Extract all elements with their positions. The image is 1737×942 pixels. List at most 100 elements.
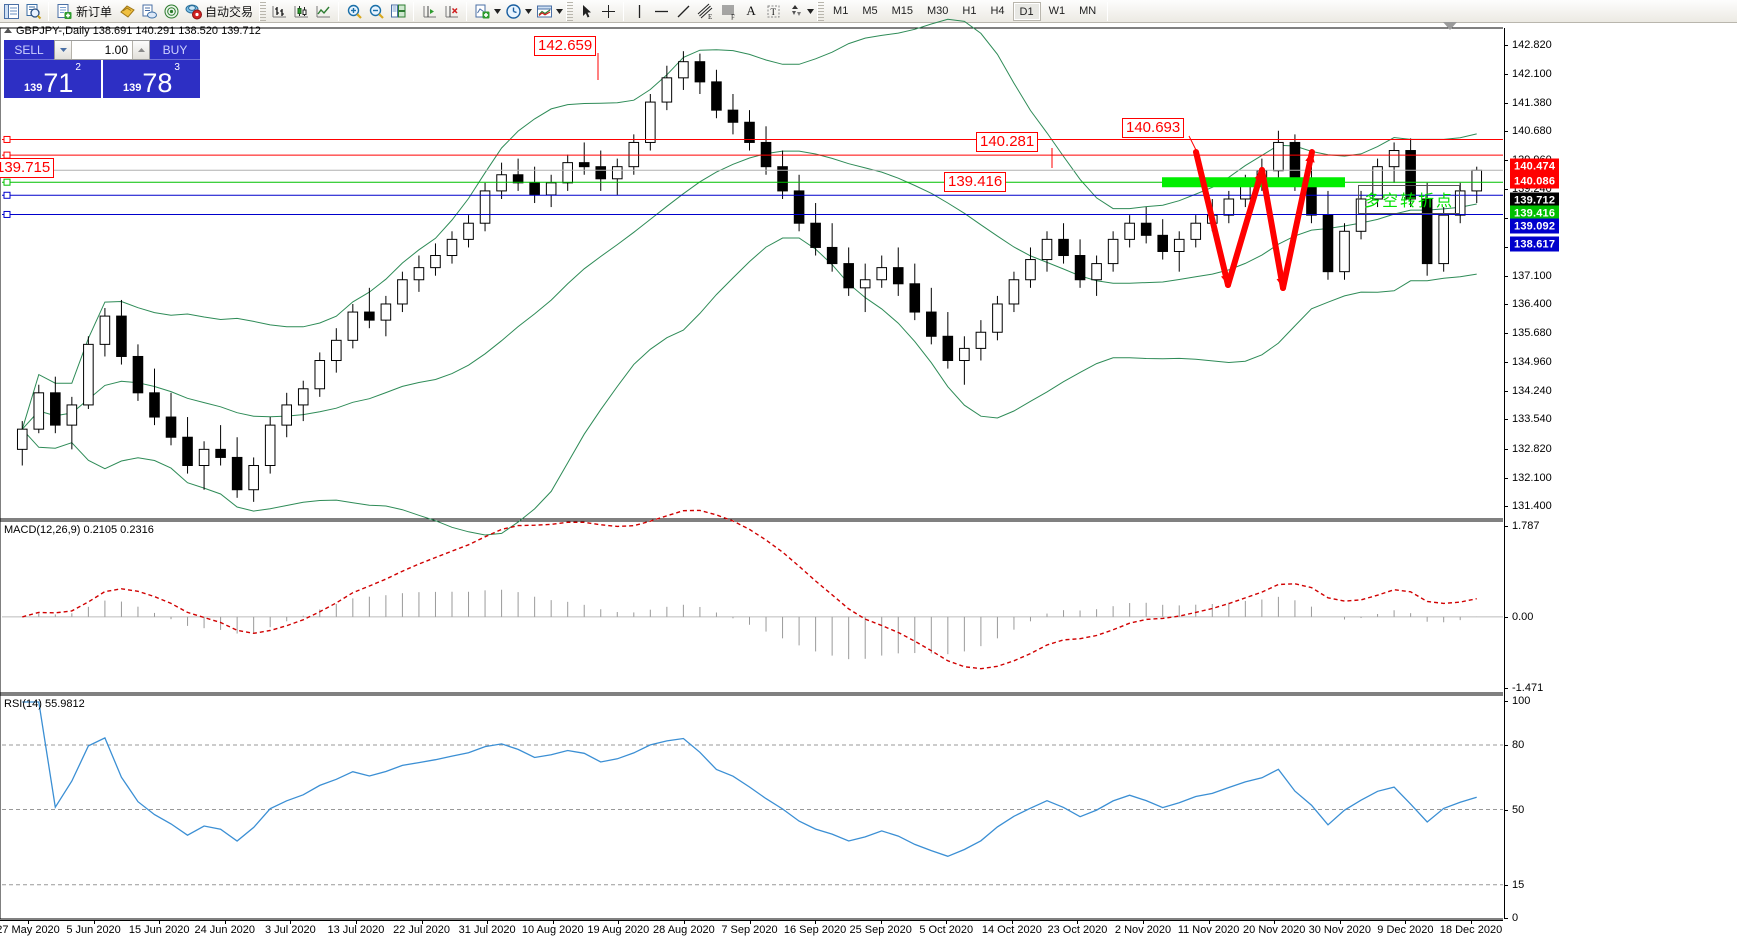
timeframe-h4[interactable]: H4 (990, 4, 1005, 17)
horizontal-line-icon[interactable] (650, 1, 672, 22)
new-order-icon[interactable] (53, 1, 75, 22)
chart-note-annotation[interactable]: 多空转折点 (1358, 185, 1461, 214)
time-scale-axis[interactable]: 27 May 2020 5 Jun 2020 15 Jun 2020 24 Jun 2… (0, 920, 1503, 942)
price-scale-axis[interactable]: 142.820142.100141.380140.680139.960139.2… (1504, 28, 1737, 924)
timeframe-mn[interactable]: MN (1079, 4, 1097, 17)
periodicity-icon[interactable] (502, 1, 524, 22)
market-watch-icon[interactable] (22, 1, 44, 22)
templates-icon[interactable] (533, 1, 555, 22)
zoom-in-icon[interactable] (343, 1, 365, 22)
date-axis-tick (421, 921, 423, 924)
sell-price-button[interactable]: 139 71 2 (4, 60, 101, 98)
timeframe-m1[interactable]: M1 (833, 4, 849, 17)
date-axis-tick (224, 921, 226, 924)
axis-tick-label: 132.100 (1512, 471, 1552, 484)
chart-shift-marker-icon[interactable] (1443, 22, 1457, 30)
annotation-right-label[interactable]: 140.693 (1122, 118, 1185, 138)
cursor-icon[interactable] (575, 1, 597, 22)
collapse-triangle-icon[interactable] (4, 28, 12, 33)
shapes-chevron-down-icon[interactable] (806, 1, 815, 22)
timeframe-m15[interactable]: M15 (891, 4, 913, 17)
sell-label[interactable]: SELL (4, 40, 54, 60)
axis-tick (1504, 160, 1508, 162)
shapes-icon[interactable] (784, 1, 806, 22)
date-axis-label: 28 Aug 2020 (653, 924, 715, 936)
price-tag[interactable]: 140.474 (1510, 158, 1560, 174)
sell-price-integer: 139 (24, 82, 43, 94)
bar-chart-icon[interactable] (268, 1, 290, 22)
toolbar-separator-5 (623, 1, 625, 21)
candlestick-chart-icon[interactable] (290, 1, 312, 22)
date-axis-tick (1405, 921, 1407, 924)
date-axis-tick (1208, 921, 1210, 924)
date-axis-tick (1471, 921, 1472, 924)
data-window-icon[interactable] (138, 1, 160, 22)
autotrading-icon[interactable] (182, 1, 204, 22)
periodicity-chevron-down-icon[interactable] (524, 1, 533, 22)
line-chart-icon[interactable] (312, 1, 334, 22)
indicators-chevron-down-icon[interactable] (493, 1, 502, 22)
date-axis-label: 5 Oct 2020 (919, 924, 974, 936)
expert-advisors-icon[interactable] (116, 1, 138, 22)
volume-decrease-button[interactable] (55, 41, 72, 59)
timeframe-m30[interactable]: M30 (927, 4, 949, 17)
vertical-line-icon[interactable] (628, 1, 650, 22)
macd-axis-label: 0.00 (1512, 610, 1534, 623)
volume-input[interactable]: 1.00 (104, 43, 128, 57)
one-click-trading-panel[interactable]: SELL 1.00 BUY 139 71 2 139 78 3 (4, 40, 200, 98)
buy-label[interactable]: BUY (150, 40, 200, 60)
timeframe-d1[interactable]: D1 (1012, 1, 1041, 21)
rsi-axis-tick (1504, 918, 1508, 919)
text-label-icon[interactable]: T (762, 1, 784, 22)
date-axis-label: 16 Sep 2020 (783, 924, 847, 936)
price-tag[interactable]: 140.086 (1510, 173, 1560, 189)
price-tag[interactable]: 139.416 (1510, 205, 1560, 221)
new-order-label[interactable]: 新订单 (76, 4, 113, 19)
terminal-icon[interactable] (0, 1, 22, 22)
annotation-resistance-label[interactable]: 140.281 (976, 132, 1039, 152)
volume-stepper[interactable]: 1.00 (54, 40, 150, 60)
price-tag[interactable]: 138.617 (1510, 236, 1560, 252)
rsi-axis-tick (1504, 745, 1508, 746)
date-axis-label: 5 Jun 2020 (66, 924, 121, 936)
axis-tick-label: 133.540 (1512, 413, 1552, 426)
navigator-icon[interactable] (160, 1, 182, 22)
date-axis-label: 31 Jul 2020 (458, 924, 516, 936)
autotrading-label[interactable]: 自动交易 (205, 4, 254, 19)
timeframe-w1[interactable]: W1 (1048, 4, 1066, 17)
equidistant-channel-icon[interactable]: E (694, 1, 717, 22)
chart-shift-icon[interactable] (418, 1, 440, 22)
rsi-axis-label: 0 (1512, 912, 1519, 924)
zoom-out-icon[interactable] (365, 1, 387, 22)
tile-windows-icon[interactable] (387, 1, 409, 22)
auto-scroll-icon[interactable] (440, 1, 462, 22)
text-icon[interactable]: A (746, 3, 756, 18)
price-tag[interactable]: 139.092 (1510, 218, 1560, 234)
fibonacci-retracement-icon[interactable]: F (717, 1, 740, 22)
annotation-high-label[interactable]: 142.659 (534, 36, 597, 56)
svg-text:E: E (708, 13, 712, 20)
date-axis-tick (552, 921, 554, 924)
buy-price-button[interactable]: 139 78 3 (103, 60, 200, 98)
trendline-icon[interactable] (672, 1, 694, 22)
price-tag[interactable]: 139.712 (1510, 192, 1560, 208)
indicators-icon[interactable] (471, 1, 493, 22)
toolbar-grip-3[interactable] (817, 1, 825, 21)
date-axis-tick (880, 921, 882, 924)
axis-tick (1504, 246, 1508, 248)
annotation-mid-label[interactable]: 139.416 (944, 172, 1007, 192)
axis-tick-label: 134.240 (1512, 385, 1552, 398)
date-axis-tick (1143, 921, 1145, 924)
axis-tick (1504, 362, 1508, 364)
templates-chevron-down-icon[interactable] (555, 1, 564, 22)
crosshair-icon[interactable] (597, 1, 619, 22)
timeframe-h1[interactable]: H1 (962, 4, 977, 17)
toolbar-grip-2[interactable] (566, 1, 574, 21)
volume-increase-button[interactable] (132, 41, 149, 59)
axis-tick (1504, 102, 1508, 104)
timeframe-m5[interactable]: M5 (862, 4, 878, 17)
toolbar-grip[interactable] (259, 1, 267, 21)
date-axis-label: 22 Jul 2020 (393, 924, 450, 936)
rsi-axis-label: 80 (1512, 739, 1525, 751)
annotation-left-label[interactable]: 139.715 (0, 158, 55, 178)
